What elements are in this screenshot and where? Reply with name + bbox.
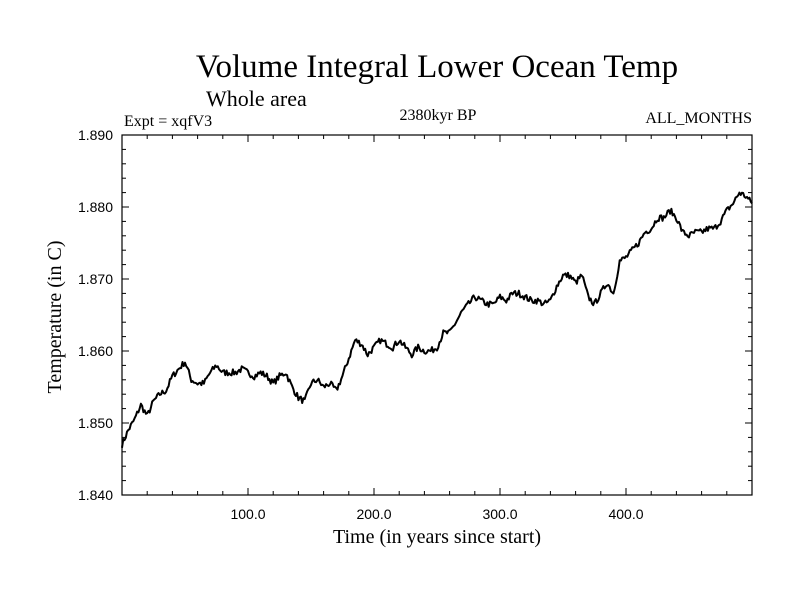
months-label: ALL_MONTHS — [645, 110, 752, 127]
y-axis-label: Temperature (in C) — [44, 241, 66, 394]
y-tick-label: 1.850 — [78, 415, 113, 431]
x-axis-tick-labels: 100.0 200.0 300.0 400.0 — [230, 506, 643, 522]
x-tick-label: 400.0 — [608, 506, 643, 522]
y-tick-label: 1.860 — [78, 343, 113, 359]
y-tick-label: 1.890 — [78, 127, 113, 143]
period-label: 2380kyr BP — [400, 107, 477, 124]
plot-area-frame — [121, 134, 753, 496]
experiment-label: Expt = xqfV3 — [124, 113, 212, 130]
x-tick-label: 200.0 — [356, 506, 391, 522]
x-axis-label: Time (in years since start) — [333, 526, 541, 548]
chart-subtitle: Whole area — [206, 86, 307, 111]
y-axis-ticks — [122, 134, 752, 496]
series-line — [121, 191, 753, 448]
y-axis-tick-labels: 1.840 1.850 1.860 1.870 1.880 1.890 — [78, 127, 113, 503]
chart-title: Volume Integral Lower Ocean Temp — [196, 49, 678, 85]
y-tick-label: 1.870 — [78, 271, 113, 287]
y-tick-label: 1.840 — [78, 487, 113, 503]
x-axis-ticks — [146, 135, 728, 495]
y-tick-label: 1.880 — [78, 199, 113, 215]
x-tick-label: 100.0 — [230, 506, 265, 522]
x-tick-label: 300.0 — [482, 506, 517, 522]
